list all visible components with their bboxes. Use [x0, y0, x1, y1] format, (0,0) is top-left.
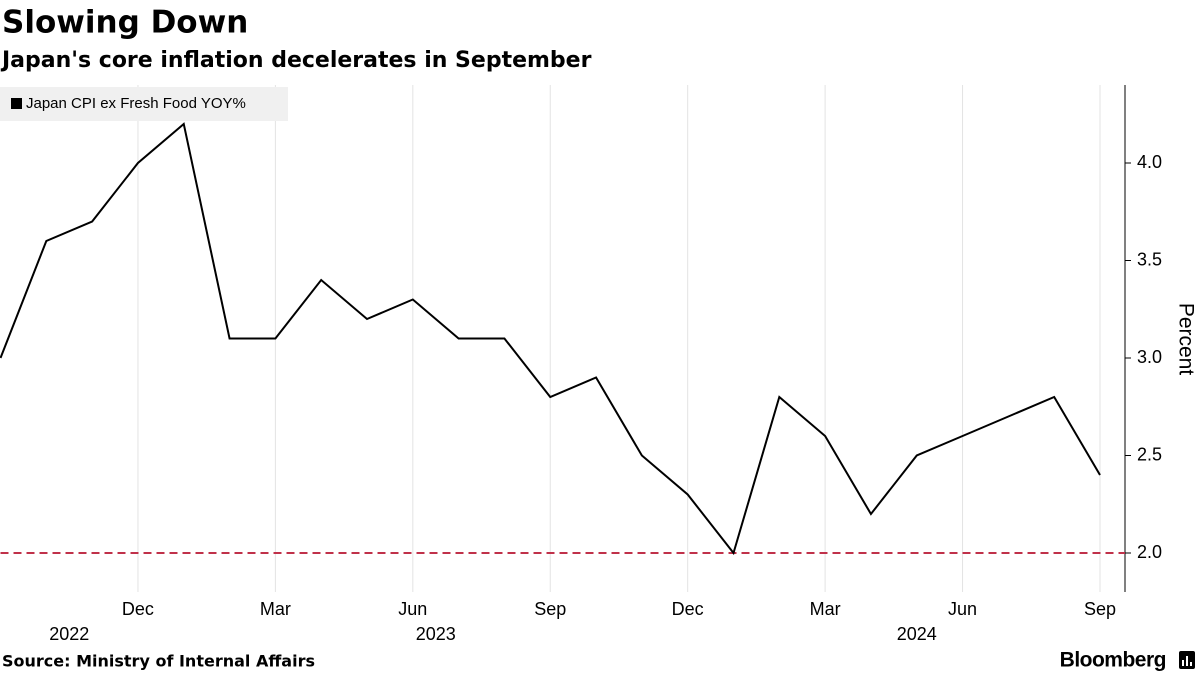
x-tick-label: Jun	[398, 599, 427, 619]
source: Source: Ministry of Internal Affairs	[2, 652, 315, 671]
chart-subtitle: Japan's core inflation decelerates in Se…	[0, 48, 592, 73]
brand-icon	[1179, 651, 1195, 669]
x-tick-label: Dec	[672, 599, 704, 619]
y-tick-label: 2.0	[1137, 542, 1162, 562]
brand: Bloomberg	[1060, 649, 1166, 672]
data-line	[0, 122, 1101, 556]
legend-swatch	[11, 98, 22, 109]
x-year-label: 2024	[897, 624, 937, 644]
x-tick-label: Dec	[122, 599, 154, 619]
x-year-label: 2023	[416, 624, 456, 644]
x-year-label: 2022	[49, 624, 89, 644]
x-tick-label: Sep	[1084, 599, 1116, 619]
chart-title: Slowing Down	[2, 5, 248, 41]
y-tick-label: 4.0	[1137, 152, 1162, 172]
legend: Japan CPI ex Fresh Food YOY%	[0, 87, 288, 121]
y-axis-label: Percent	[1174, 303, 1197, 376]
y-tick-label: 3.0	[1137, 347, 1162, 367]
y-tick-label: 3.5	[1137, 249, 1162, 269]
x-tick-label: Mar	[810, 599, 841, 619]
legend-background	[0, 87, 288, 121]
x-tick-label: Mar	[260, 599, 291, 619]
legend-label: Japan CPI ex Fresh Food YOY%	[26, 95, 246, 112]
x-tick-label: Jun	[948, 599, 977, 619]
y-tick-label: 2.5	[1137, 444, 1162, 464]
x-tick-label: Sep	[534, 599, 566, 619]
